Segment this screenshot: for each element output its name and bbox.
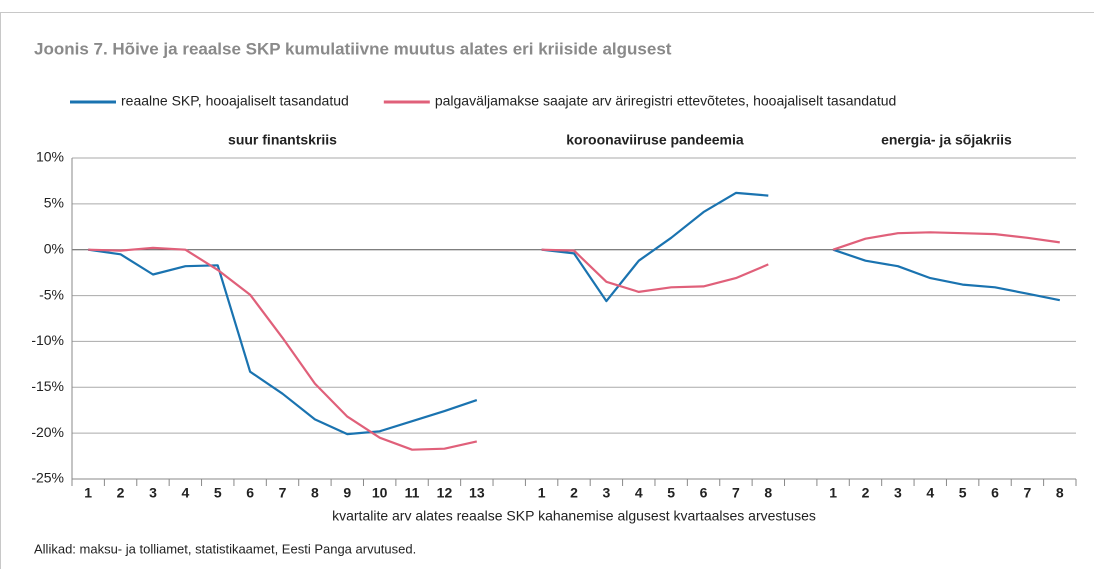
y-tick-label: 0% <box>44 240 64 256</box>
legend-label: palgaväljamakse saajate arv äriregistri … <box>435 93 897 109</box>
x-tick-label: 1 <box>538 485 546 501</box>
x-tick-label: 6 <box>246 485 254 501</box>
legend-label: reaalne SKP, hooajaliselt tasandatud <box>121 93 349 109</box>
x-tick-label: 10 <box>372 485 388 501</box>
x-tick-label: 12 <box>437 485 453 501</box>
x-tick-label: 4 <box>635 485 643 501</box>
x-tick-label: 11 <box>405 485 420 501</box>
panel-title: koroonaviiruse pandeemia <box>566 132 744 148</box>
x-tick-label: 13 <box>469 485 485 501</box>
x-tick-label: 7 <box>279 485 287 501</box>
x-tick-label: 3 <box>894 485 902 501</box>
x-tick-label: 2 <box>117 485 125 501</box>
x-tick-label: 2 <box>570 485 578 501</box>
y-tick-label: -20% <box>31 424 64 440</box>
x-tick-label: 3 <box>602 485 610 501</box>
x-tick-label: 1 <box>829 485 837 501</box>
x-tick-label: 4 <box>926 485 934 501</box>
y-tick-label: 5% <box>44 195 64 211</box>
x-tick-label: 5 <box>959 485 967 501</box>
y-tick-label: -25% <box>31 470 64 486</box>
x-tick-label: 5 <box>667 485 675 501</box>
series-line <box>88 191 1061 436</box>
x-tick-label: 8 <box>764 485 772 501</box>
x-tick-label: 6 <box>700 485 708 501</box>
x-tick-label: 8 <box>1056 485 1064 501</box>
x-tick-label: 1 <box>84 485 92 501</box>
y-tick-label: 10% <box>36 149 64 165</box>
x-axis-label: kvartalite arv alates reaalse SKP kahane… <box>332 508 816 524</box>
x-tick-label: 3 <box>149 485 157 501</box>
x-tick-label: 7 <box>1024 485 1032 501</box>
x-tick-label: 5 <box>214 485 222 501</box>
y-tick-label: -5% <box>39 286 64 302</box>
frame <box>0 12 1094 569</box>
panel-title: suur finantskriis <box>228 132 337 148</box>
x-tick-label: 7 <box>732 485 740 501</box>
x-tick-label: 8 <box>311 485 319 501</box>
x-tick-label: 2 <box>862 485 870 501</box>
source: Allikad: maksu- ja tolliamet, statistika… <box>34 541 416 556</box>
y-tick-label: -10% <box>31 332 64 348</box>
x-tick-label: 4 <box>181 485 189 501</box>
x-tick-label: 6 <box>991 485 999 501</box>
panel-title: energia- ja sõjakriis <box>881 132 1012 148</box>
chart-title: Joonis 7. Hõive ja reaalse SKP kumulatii… <box>34 39 672 58</box>
y-tick-label: -15% <box>31 378 64 394</box>
series-line <box>88 231 1060 451</box>
x-tick-label: 9 <box>343 485 351 501</box>
